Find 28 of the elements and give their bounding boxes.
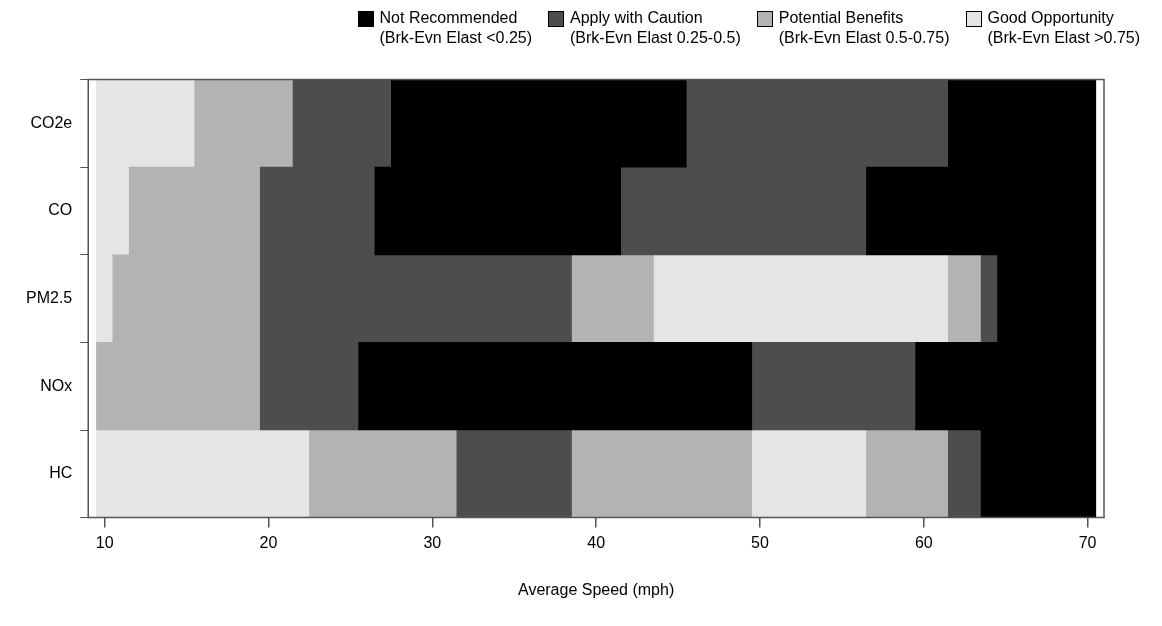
bar <box>751 342 916 431</box>
bar <box>653 254 949 343</box>
bar <box>866 429 949 518</box>
bar <box>571 254 654 343</box>
x-tick-label: 60 <box>914 533 933 551</box>
bar <box>980 254 998 343</box>
x-tick-label: 20 <box>259 533 278 551</box>
bar <box>309 429 458 518</box>
legend-label: Apply with Caution (Brk-Evn Elast 0.25-0.5) <box>570 8 741 48</box>
bar <box>948 254 982 343</box>
bar <box>571 429 753 518</box>
y-tick-label: NOx <box>40 376 73 394</box>
x-axis-title: Average Speed (mph) <box>518 580 675 598</box>
bar <box>96 429 310 518</box>
legend-label: Not Recommended (Brk-Evn Elast <0.25) <box>379 8 533 48</box>
x-tick-label: 70 <box>1078 533 1097 551</box>
y-tick-label: PM2.5 <box>25 289 73 307</box>
x-tick-label: 40 <box>587 533 606 551</box>
y-tick-label: CO2e <box>30 113 73 131</box>
x-tick-label: 10 <box>95 533 114 551</box>
x-tick-label: 30 <box>423 533 442 551</box>
x-tick-label: 50 <box>751 533 769 551</box>
bar <box>751 429 867 518</box>
legend-label: Good Opportunity (Brk-Evn Elast >0.75) <box>987 8 1140 48</box>
bar <box>358 342 753 431</box>
y-tick-label: HC <box>49 464 73 482</box>
legend-label: Potential Benefits (Brk-Evn Elast 0.5-0.75) <box>778 8 950 48</box>
y-tick-label: CO <box>48 201 73 219</box>
